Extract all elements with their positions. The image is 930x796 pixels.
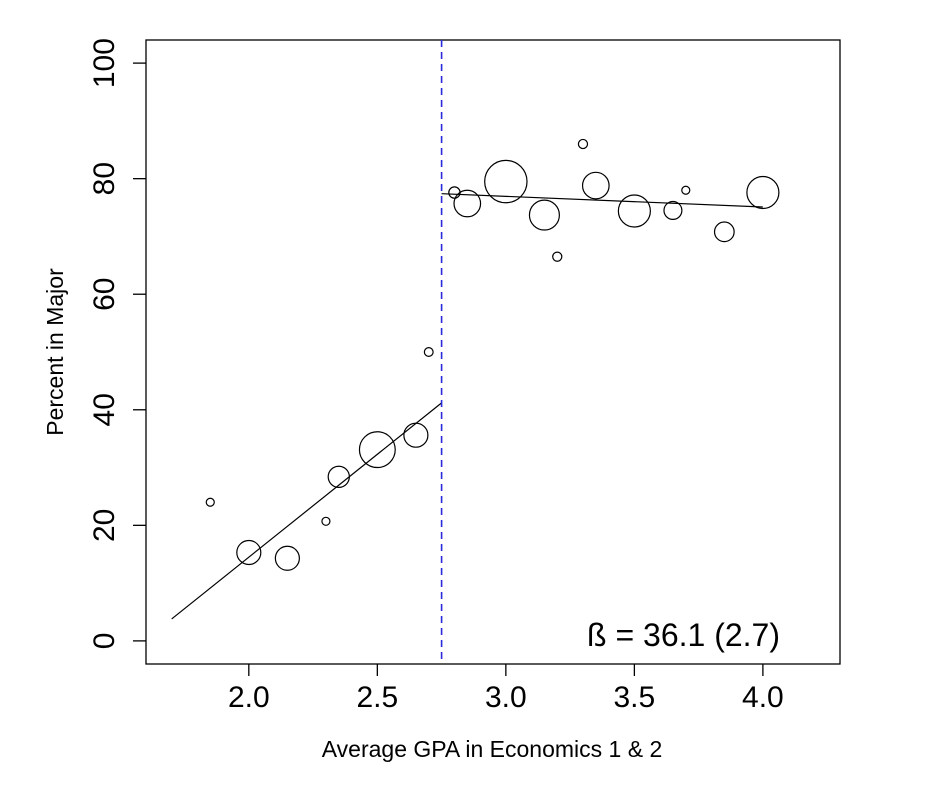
data-point	[528, 199, 560, 231]
x-tick-label: 4.0	[742, 681, 784, 714]
data-point	[358, 431, 396, 469]
data-point	[453, 189, 482, 218]
x-axis: 2.0 2.5 3.0 3.5 4.0	[228, 664, 784, 714]
x-axis-title: Average GPA in Economics 1 & 2	[322, 736, 663, 762]
data-point	[205, 497, 215, 507]
data-point	[581, 171, 610, 200]
data-point	[617, 194, 651, 228]
x-tick-label: 3.0	[485, 681, 527, 714]
x-tick-label: 2.0	[228, 681, 270, 714]
y-tick-label: 20	[88, 509, 121, 542]
fit-line-left	[171, 402, 442, 620]
data-point	[321, 516, 331, 526]
fit-lines	[171, 193, 763, 620]
data-point	[663, 200, 683, 220]
fit-line-right	[441, 193, 763, 208]
y-tick-label: 40	[88, 393, 121, 426]
data-point	[552, 251, 563, 262]
data-point	[236, 539, 262, 566]
data-point	[327, 465, 350, 488]
y-axis: 0 20 40 60 80 100	[88, 38, 146, 649]
data-point	[577, 138, 589, 150]
data-point	[403, 422, 429, 448]
annotation-beta: ß = 36.1 (2.7)	[587, 617, 780, 653]
data-point	[274, 545, 300, 571]
y-tick-label: 0	[88, 633, 121, 650]
data-point	[423, 347, 434, 357]
x-tick-label: 2.5	[356, 681, 398, 714]
plot-frame	[145, 39, 841, 665]
y-tick-label: 100	[88, 38, 121, 88]
data-point	[448, 186, 461, 199]
data-points	[205, 138, 780, 571]
y-tick-label: 60	[88, 278, 121, 311]
data-point	[746, 175, 780, 210]
data-point	[484, 159, 528, 204]
y-axis-title: Percent in Major	[42, 268, 68, 436]
y-tick-label: 80	[88, 162, 121, 195]
data-point	[681, 185, 691, 195]
data-point	[713, 221, 735, 243]
x-tick-label: 3.5	[614, 681, 656, 714]
